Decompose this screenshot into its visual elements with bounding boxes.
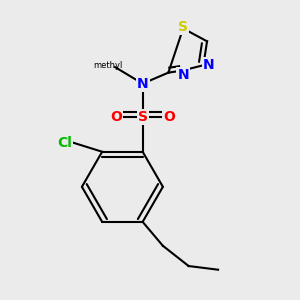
- Text: methyl: methyl: [94, 61, 123, 70]
- Text: S: S: [138, 110, 148, 124]
- Text: S: S: [178, 20, 188, 34]
- Text: N: N: [177, 68, 189, 82]
- Text: N: N: [203, 58, 215, 72]
- Text: O: O: [110, 110, 122, 124]
- Text: Cl: Cl: [57, 136, 72, 149]
- Text: O: O: [164, 110, 175, 124]
- Text: N: N: [137, 77, 148, 91]
